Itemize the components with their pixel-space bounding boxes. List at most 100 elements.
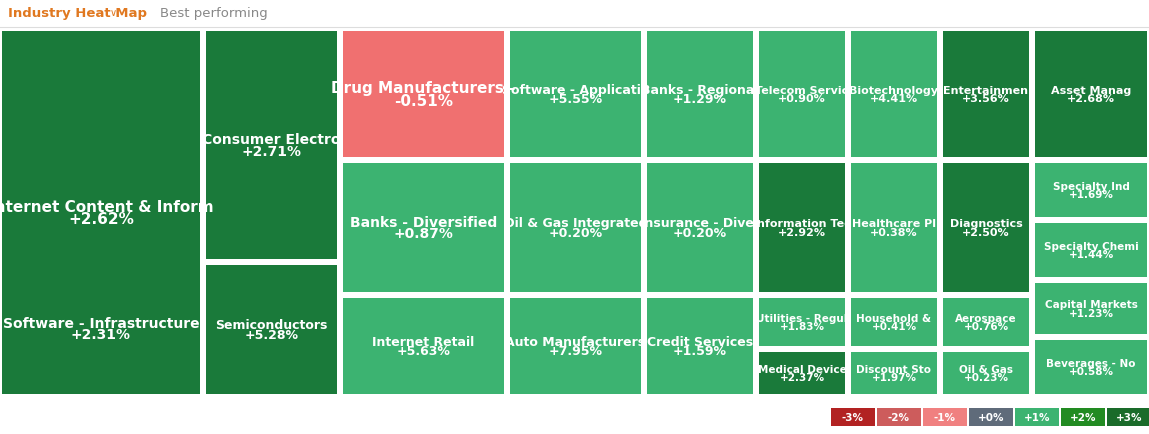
Text: Biotechnology: Biotechnology <box>849 85 939 95</box>
Text: +2%: +2% <box>1070 412 1096 422</box>
Text: Industry Heat Map: Industry Heat Map <box>8 7 147 20</box>
Text: +0.20%: +0.20% <box>548 227 602 240</box>
Bar <box>2 32 200 394</box>
Bar <box>943 298 1030 346</box>
Text: +2.37%: +2.37% <box>779 372 825 382</box>
Bar <box>969 408 1013 426</box>
Text: Utilities - Regul: Utilities - Regul <box>756 313 848 323</box>
Text: Best performing: Best performing <box>160 7 268 20</box>
Text: Software - Applicatio: Software - Applicatio <box>502 83 649 96</box>
Text: +0.87%: +0.87% <box>394 227 454 240</box>
Text: +0.41%: +0.41% <box>871 322 917 332</box>
Bar <box>344 298 504 394</box>
Bar <box>1035 224 1147 277</box>
Text: +0.76%: +0.76% <box>964 322 1009 332</box>
Text: +2.62%: +2.62% <box>68 211 134 227</box>
Text: Semiconductors: Semiconductors <box>215 318 327 331</box>
Text: Oil & Gas: Oil & Gas <box>959 364 1013 374</box>
Bar <box>510 298 641 394</box>
Text: +5.28%: +5.28% <box>245 328 299 341</box>
Text: Household &: Household & <box>856 313 932 323</box>
Text: +1%: +1% <box>1024 412 1050 422</box>
Text: Beverages - No: Beverages - No <box>1047 358 1135 368</box>
Bar <box>943 352 1030 394</box>
Bar <box>831 408 876 426</box>
Text: Drug Manufacturers -: Drug Manufacturers - <box>331 81 516 96</box>
Text: +5.55%: +5.55% <box>548 93 602 106</box>
Bar <box>1035 340 1147 394</box>
Text: +1.59%: +1.59% <box>673 345 727 358</box>
Text: Specialty Ind: Specialty Ind <box>1052 181 1129 191</box>
Text: +3.56%: +3.56% <box>962 94 1010 104</box>
Bar <box>510 32 641 158</box>
Bar <box>647 298 753 394</box>
Text: +2.68%: +2.68% <box>1067 94 1115 104</box>
Text: -0.51%: -0.51% <box>394 93 453 108</box>
Text: -3%: -3% <box>842 412 864 422</box>
Bar <box>759 32 845 158</box>
Bar <box>1061 408 1105 426</box>
Text: Oil & Gas Integrated: Oil & Gas Integrated <box>503 217 647 230</box>
Text: +1.29%: +1.29% <box>673 93 727 106</box>
Bar <box>1035 32 1147 158</box>
Text: Banks - Regional: Banks - Regional <box>641 83 758 96</box>
Text: ∨: ∨ <box>110 9 117 19</box>
Text: Information Tec: Information Tec <box>753 219 851 229</box>
Bar <box>1106 408 1149 426</box>
Bar <box>0 0 1149 28</box>
Text: -1%: -1% <box>934 412 956 422</box>
Text: +2.50%: +2.50% <box>962 227 1010 237</box>
Text: +0.38%: +0.38% <box>870 227 918 237</box>
Bar <box>759 352 845 394</box>
Bar <box>206 32 337 260</box>
Bar <box>1035 164 1147 217</box>
Text: Insurance - Diver: Insurance - Diver <box>640 217 759 230</box>
Bar <box>759 164 845 293</box>
Text: Internet Content & Inform: Internet Content & Inform <box>0 200 214 214</box>
Bar <box>510 164 641 293</box>
Bar <box>851 32 936 158</box>
Bar <box>943 164 1030 293</box>
Text: Software - Infrastructure: Software - Infrastructure <box>2 316 199 330</box>
Text: Consumer Electro: Consumer Electro <box>202 133 341 147</box>
Text: +7.95%: +7.95% <box>548 345 602 358</box>
Text: +2.31%: +2.31% <box>71 327 131 341</box>
Text: +1.44%: +1.44% <box>1069 250 1113 260</box>
Text: Internet Retail: Internet Retail <box>372 335 475 348</box>
Text: +0.20%: +0.20% <box>673 227 727 240</box>
Bar <box>759 298 845 346</box>
Bar <box>877 408 921 426</box>
Bar <box>2 263 200 394</box>
Bar <box>851 164 936 293</box>
Bar <box>344 32 504 158</box>
Bar <box>647 164 753 293</box>
Text: Discount Sto: Discount Sto <box>856 364 932 374</box>
Bar <box>851 352 936 394</box>
Text: +0.90%: +0.90% <box>778 94 826 104</box>
Text: Credit Services: Credit Services <box>647 335 753 348</box>
Bar <box>1035 283 1147 334</box>
Bar <box>923 408 967 426</box>
Bar <box>206 265 337 394</box>
Text: Capital Markets: Capital Markets <box>1044 300 1138 310</box>
Text: Medical Device: Medical Device <box>757 364 847 374</box>
Bar <box>344 164 504 293</box>
Text: +3%: +3% <box>1116 412 1142 422</box>
Text: +1.23%: +1.23% <box>1069 308 1113 318</box>
Text: Telecom Servic: Telecom Servic <box>755 85 849 95</box>
Text: Entertainmen: Entertainmen <box>943 85 1028 95</box>
Text: Asset Manag: Asset Manag <box>1051 85 1131 95</box>
Text: Auto Manufacturers: Auto Manufacturers <box>506 335 646 348</box>
Text: Aerospace: Aerospace <box>955 313 1017 323</box>
Text: +0%: +0% <box>978 412 1004 422</box>
Text: +2.92%: +2.92% <box>778 227 826 237</box>
Text: Diagnostics: Diagnostics <box>949 219 1023 229</box>
Bar <box>851 298 936 346</box>
Text: +5.63%: +5.63% <box>396 345 450 358</box>
Text: +1.97%: +1.97% <box>871 372 917 382</box>
Text: Banks - Diversified: Banks - Diversified <box>350 216 498 230</box>
Text: +0.58%: +0.58% <box>1069 366 1113 376</box>
Text: +1.69%: +1.69% <box>1069 190 1113 200</box>
Text: +4.41%: +4.41% <box>870 94 918 104</box>
Text: -2%: -2% <box>888 412 910 422</box>
